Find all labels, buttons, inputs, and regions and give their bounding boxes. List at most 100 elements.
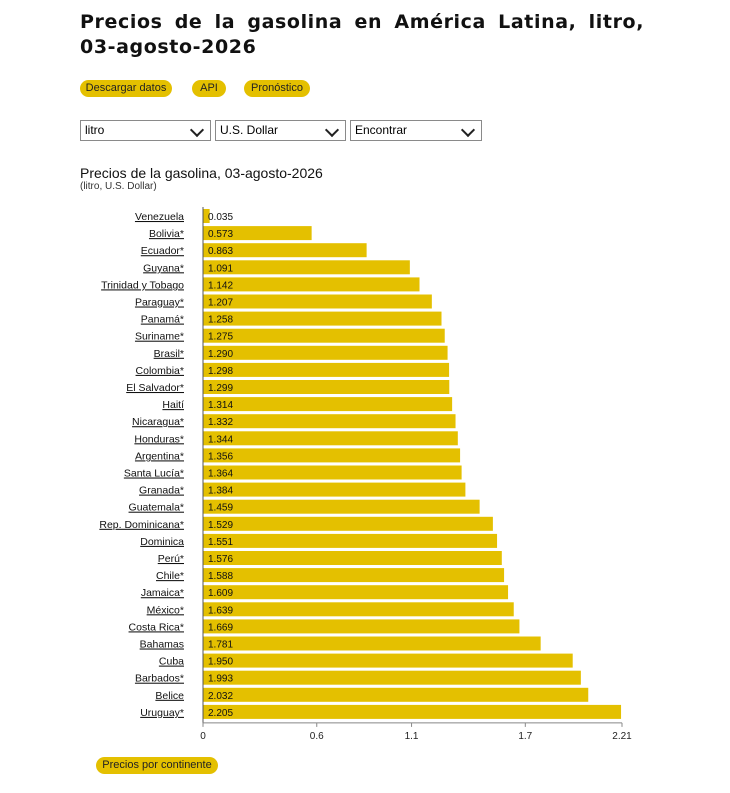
forecast-button[interactable]: Pronóstico (244, 80, 310, 97)
bar-value-label: 1.356 (208, 451, 233, 462)
country-link[interactable]: Suriname* (135, 331, 184, 343)
prices-by-continent-button[interactable]: Precios por continente (96, 757, 218, 774)
bar-value-label: 1.609 (208, 588, 233, 599)
country-link[interactable]: Haití (162, 399, 184, 411)
x-tick-label: 1.7 (518, 731, 532, 740)
country-link[interactable]: Trinidad y Tobago (101, 279, 184, 291)
bar-value-label: 1.781 (208, 640, 233, 651)
country-link[interactable]: Costa Rica* (129, 621, 184, 633)
country-link[interactable]: Belice (155, 690, 184, 702)
bar-value-label: 1.529 (208, 520, 233, 531)
bar-value-label: 2.032 (208, 691, 233, 702)
x-tick-label: 1.1 (405, 731, 419, 740)
page-title: Precios de la gasolina en América Latina… (80, 11, 645, 58)
bar (203, 516, 493, 531)
bar-value-label: 1.669 (208, 622, 233, 633)
country-link[interactable]: Barbados* (135, 673, 184, 685)
bar-value-label: 1.142 (208, 280, 233, 291)
bar-value-label: 1.384 (208, 486, 233, 497)
bar-value-label: 1.364 (208, 469, 233, 480)
bar-value-label: 0.863 (208, 246, 233, 257)
country-link[interactable]: Uruguay* (140, 707, 184, 719)
bar (203, 243, 367, 258)
country-link[interactable]: Bahamas (140, 639, 184, 651)
bar-value-label: 1.576 (208, 554, 233, 565)
bar (203, 551, 502, 565)
bar-value-label: 1.459 (208, 503, 233, 514)
bar (203, 465, 462, 480)
chart-subtitle: (litro, U.S. Dollar) (80, 181, 157, 192)
find-select-value: Encontrar (355, 123, 408, 137)
bar (203, 602, 514, 617)
country-link[interactable]: Rep. Dominicana* (99, 519, 184, 531)
bar-value-label: 1.551 (208, 537, 233, 548)
country-link[interactable]: Venezuela (135, 211, 184, 223)
x-tick-label: 0.6 (310, 731, 324, 740)
bar (203, 277, 420, 292)
unit-select-value: litro (85, 123, 105, 137)
chevron-down-icon (324, 122, 340, 138)
bar (203, 585, 509, 600)
bar (203, 704, 622, 719)
country-link[interactable]: Chile* (156, 570, 184, 582)
bar (203, 448, 461, 463)
country-link[interactable]: El Salvador* (126, 382, 184, 394)
country-link[interactable]: Cuba (159, 656, 184, 668)
find-select[interactable]: Encontrar (350, 120, 482, 141)
country-link[interactable]: Jamaica* (141, 587, 184, 599)
country-link[interactable]: Nicaragua* (132, 416, 184, 428)
currency-select[interactable]: U.S. Dollar (215, 120, 346, 141)
bar (203, 209, 210, 223)
country-link[interactable]: Santa Lucía* (124, 468, 184, 480)
bar-value-label: 1.258 (208, 315, 233, 326)
country-link[interactable]: México* (147, 604, 184, 616)
bar-value-label: 1.332 (208, 417, 233, 428)
bar-value-label: 1.344 (208, 434, 233, 445)
bar (203, 362, 450, 377)
bar-value-label: 1.275 (208, 332, 233, 343)
country-link[interactable]: Honduras* (134, 433, 184, 445)
chevron-down-icon (460, 122, 476, 138)
country-link[interactable]: Brasil* (154, 348, 184, 360)
country-link[interactable]: Panamá* (141, 314, 184, 326)
unit-select[interactable]: litro (80, 120, 211, 141)
chevron-down-icon (189, 122, 205, 138)
bar (203, 499, 480, 514)
bar (203, 397, 453, 412)
chart-title: Precios de la gasolina, 03-agosto-2026 (80, 165, 323, 181)
bar-value-label: 0.035 (208, 212, 233, 223)
country-link[interactable]: Paraguay* (135, 297, 184, 309)
bar-value-label: 1.993 (208, 674, 233, 685)
country-link[interactable]: Dominica (140, 536, 184, 548)
api-button[interactable]: API (192, 80, 226, 97)
bar (203, 431, 458, 446)
bar-value-label: 1.298 (208, 366, 233, 377)
bar-value-label: 1.290 (208, 349, 233, 360)
bar-value-label: 1.588 (208, 571, 233, 582)
bar (203, 533, 498, 548)
bar (203, 226, 312, 241)
bar (203, 670, 581, 685)
country-link[interactable]: Granada* (139, 485, 184, 497)
bar-value-label: 0.573 (208, 229, 233, 240)
bar-value-label: 1.091 (208, 263, 233, 274)
bar (203, 568, 505, 583)
bar (203, 687, 589, 702)
country-link[interactable]: Guyana* (143, 262, 184, 274)
country-link[interactable]: Perú* (158, 553, 184, 565)
country-link[interactable]: Guatemala* (129, 502, 184, 514)
country-link[interactable]: Colombia* (136, 365, 184, 377)
bar (203, 311, 442, 326)
bar-value-label: 1.299 (208, 383, 233, 394)
bar-value-label: 1.207 (208, 298, 233, 309)
country-link[interactable]: Ecuador* (141, 245, 184, 257)
bar (203, 636, 541, 651)
bar (203, 482, 466, 497)
country-link[interactable]: Bolivia* (149, 228, 184, 240)
bar (203, 414, 456, 429)
country-link[interactable]: Argentina* (135, 450, 184, 462)
currency-select-value: U.S. Dollar (220, 123, 279, 137)
bar (203, 619, 520, 634)
download-data-button[interactable]: Descargar datos (80, 80, 172, 97)
bar (203, 380, 450, 394)
